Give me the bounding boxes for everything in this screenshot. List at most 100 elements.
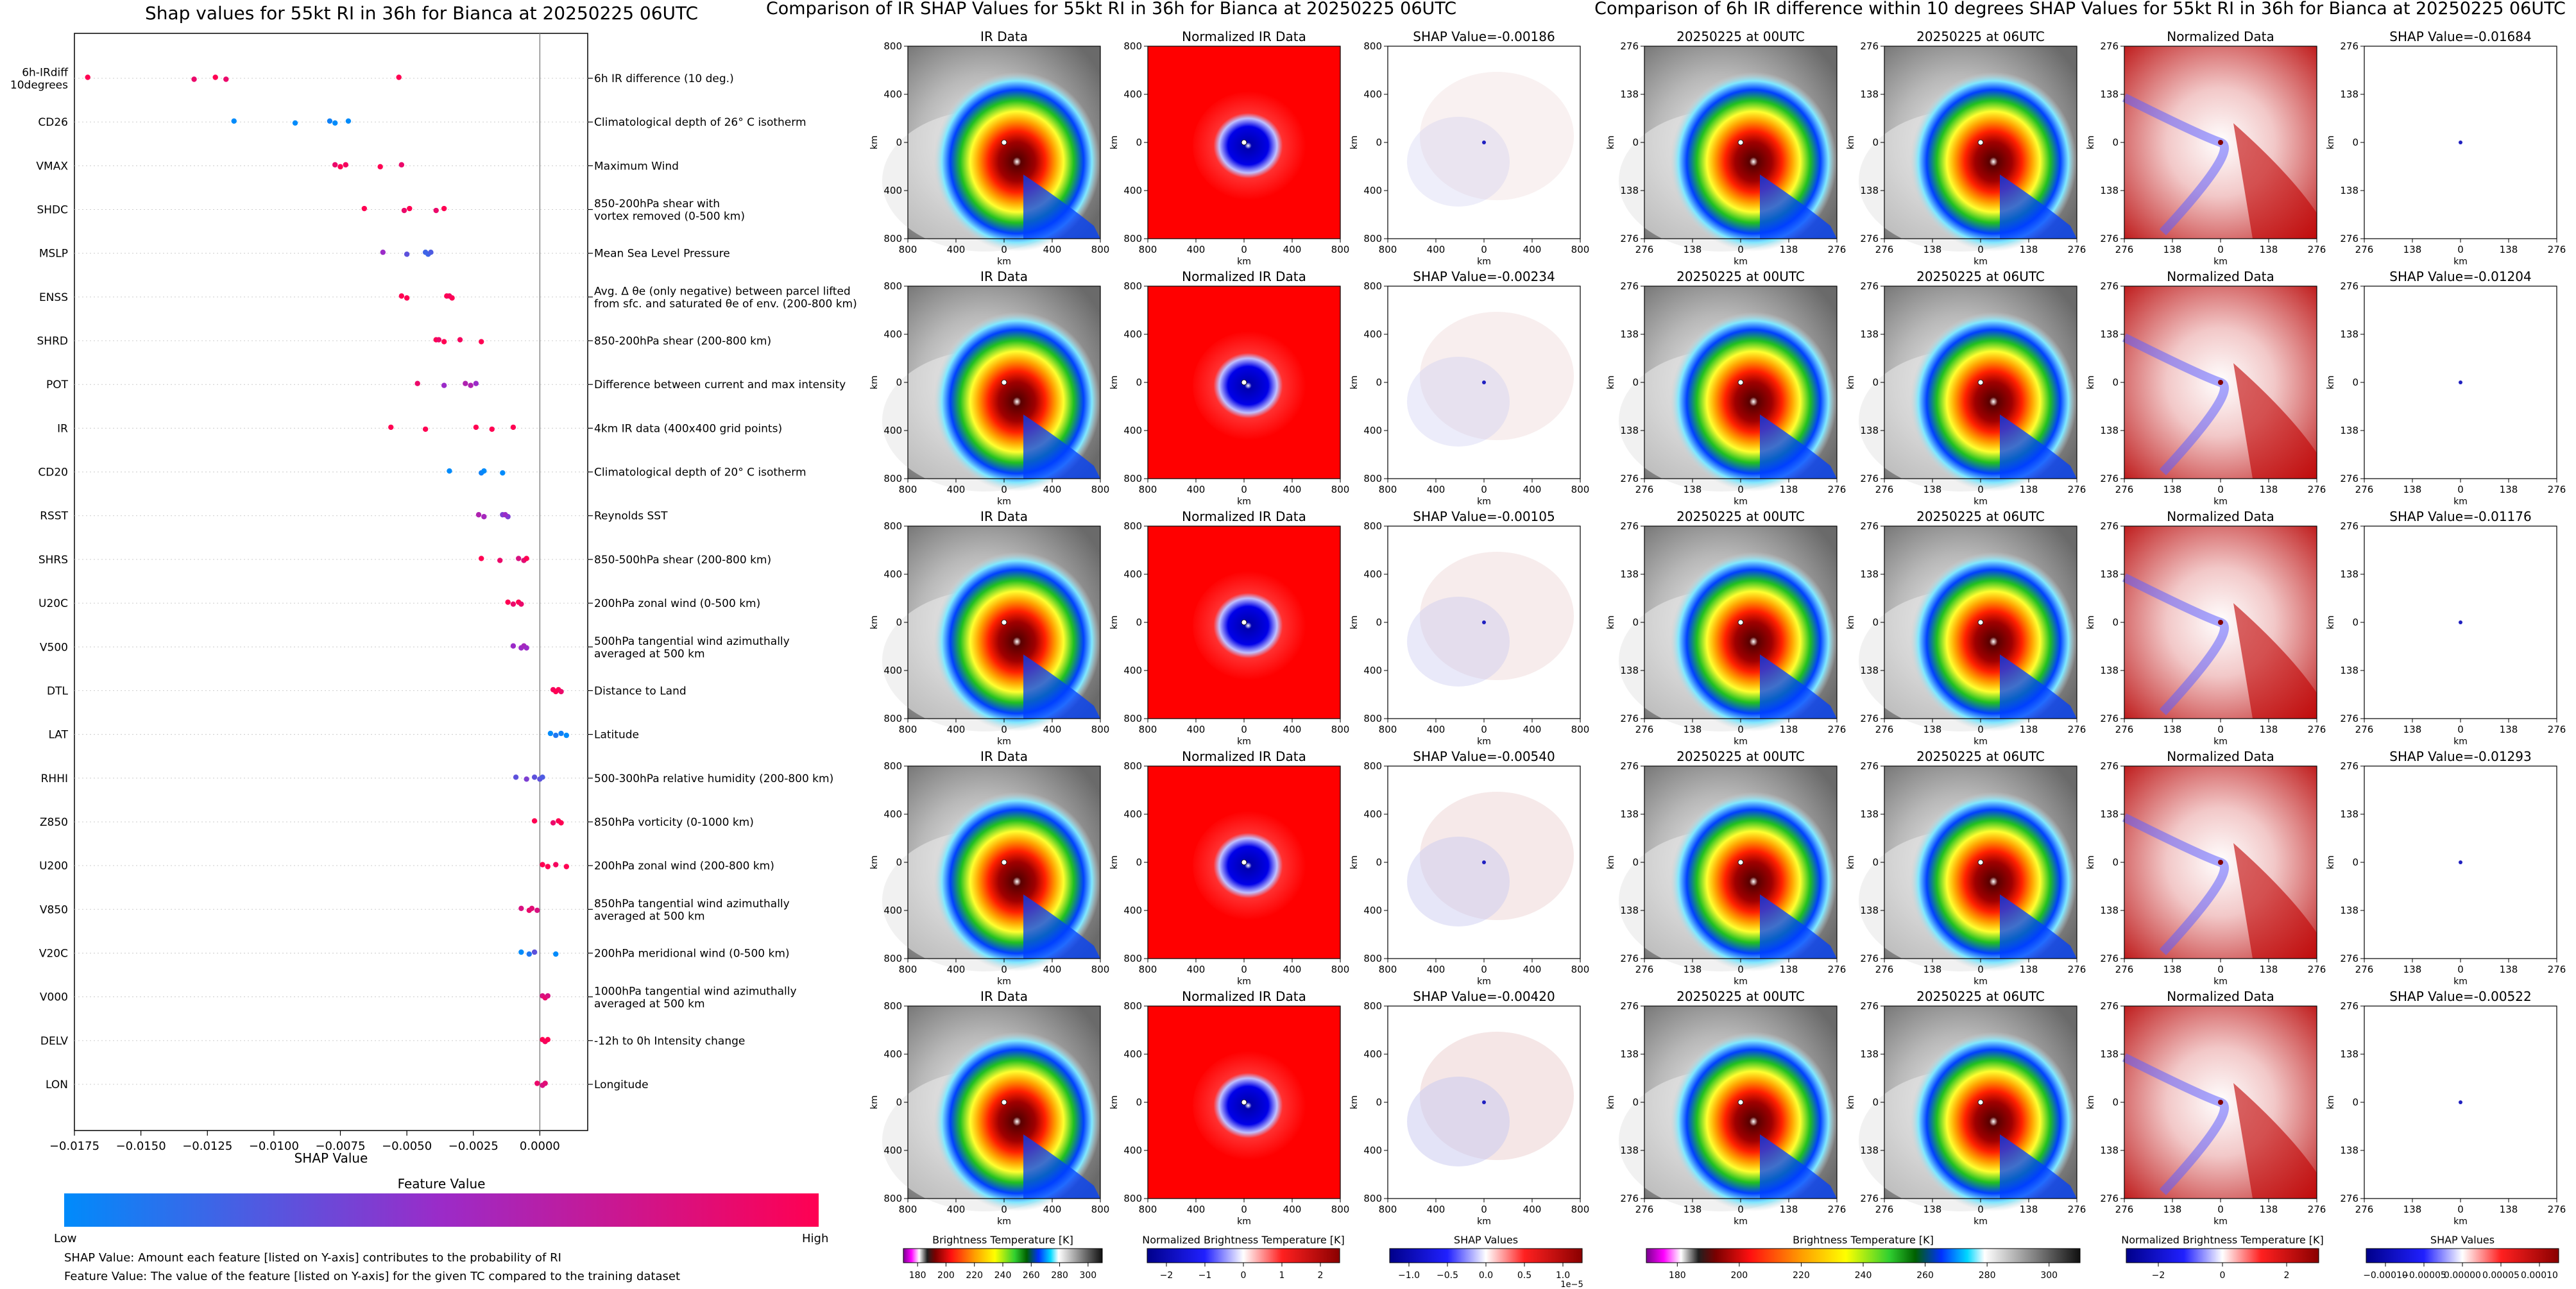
panel-y-label: km — [1109, 375, 1120, 389]
bt-colorbar-tick-label: 300 — [1079, 1270, 1096, 1281]
feature-description: 850-200hPa shear with vortex removed (0-5… — [594, 198, 745, 223]
panel-x-tick-label: 400 — [1427, 1204, 1446, 1215]
irdiff-shap-title: SHAP Value=-0.01176 — [2389, 509, 2531, 524]
panel-x-tick-label: 276 — [1635, 964, 1654, 975]
panel-x-label: km — [1734, 977, 1748, 987]
panel-x-label: km — [1477, 1216, 1491, 1227]
colorbar-high-label: High — [802, 1232, 828, 1245]
bt-colorbar-tick-label: 180 — [909, 1270, 926, 1281]
panel-y-tick-label: 0 — [896, 137, 902, 148]
panel-y-tick-label: 0 — [1376, 1097, 1382, 1108]
panel-y-tick-label: 800 — [1123, 233, 1142, 244]
panel-y-tick-label: 800 — [1363, 1193, 1382, 1204]
panel-x-tick-label: 0 — [2457, 244, 2464, 255]
panel-y-tick-label: 800 — [1123, 1193, 1142, 1204]
shap-positive-area — [1420, 72, 1574, 200]
panel-x-tick-label: 800 — [1139, 724, 1157, 735]
panel-y-tick-label: 800 — [1123, 40, 1142, 52]
panel-x-tick-label: 138 — [1780, 964, 1798, 975]
normalized-storm — [1193, 331, 1308, 440]
diff-warm-area — [2233, 363, 2317, 479]
panel-y-tick-label: 276 — [1860, 953, 1879, 964]
note-shap-value: SHAP Value: Amount each feature [listed … — [64, 1251, 561, 1265]
feature-value-label: Feature Value — [398, 1176, 486, 1191]
panel-x-tick-label: 0 — [1481, 1204, 1487, 1215]
panel-y-tick-label: 138 — [1620, 1145, 1639, 1156]
panel-x-tick-label: 138 — [2020, 1204, 2038, 1215]
panel-y-tick-label: 800 — [1363, 280, 1382, 292]
shap-point — [518, 601, 524, 607]
shap-point — [524, 645, 529, 651]
shap-center-dot — [2459, 860, 2462, 864]
shap-point — [524, 776, 529, 782]
shap-summary-plot: Shap values for 55kt RI in 36h for Bianc… — [10, 3, 857, 1283]
ir-00utc-title: 20250225 at 00UTC — [1676, 749, 1805, 764]
panel-x-tick-label: 400 — [1523, 484, 1542, 495]
panel-x-label: km — [1477, 737, 1491, 747]
normalized-ir-panel: 80080040040000400400800800kmkmNormalized… — [1109, 29, 1349, 267]
outer-band — [2000, 1134, 2077, 1199]
shap-point — [361, 205, 368, 212]
shap-point — [428, 249, 434, 255]
shap-point — [542, 1080, 548, 1086]
shap-negative-area — [1407, 837, 1510, 926]
panel-y-tick-label: 276 — [1620, 40, 1639, 52]
norm-colorbar-tick-label: 0 — [1241, 1270, 1247, 1281]
feature-label-6h-irdiff: 6h-IRdiff 10degrees — [10, 67, 69, 92]
panel-y-tick-label: 138 — [1620, 1048, 1639, 1060]
panel-x-label: km — [1237, 257, 1251, 267]
outer-band — [2000, 414, 2077, 479]
shap-point — [529, 905, 535, 912]
ir-06utc-title: 20250225 at 06UTC — [1916, 269, 2045, 284]
panel-x-tick-label: 138 — [1923, 964, 1942, 975]
panel-x-tick-label: 400 — [1043, 244, 1062, 255]
panel-y-tick-label: 0 — [2112, 377, 2119, 388]
panel-y-tick-label: 276 — [1620, 520, 1639, 532]
shap-point — [332, 120, 338, 126]
panel-y-tick-label: 276 — [1860, 280, 1879, 292]
shap-colorbar-right-tick-label: 0.00005 — [2482, 1270, 2520, 1281]
panel-x-tick-label: 138 — [2163, 484, 2182, 495]
panel-x-tick-label: 138 — [2163, 1204, 2182, 1215]
panel-y-label: km — [2326, 855, 2336, 869]
panel-y-tick-label: 138 — [1620, 185, 1639, 196]
panel-y-tick-label: 0 — [2352, 617, 2358, 628]
panel-y-tick-label: 0 — [1376, 377, 1382, 388]
feature-label-u200: U200 — [39, 860, 68, 873]
panel-x-tick-label: 800 — [1139, 964, 1157, 975]
panel-y-label: km — [1846, 375, 1856, 389]
outer-band — [2000, 654, 2077, 719]
feature-description: 6h IR difference (10 deg.) — [594, 73, 734, 85]
shap-point — [481, 514, 487, 520]
panel-x-tick-label: 800 — [1379, 724, 1397, 735]
shap-colorbar-label: SHAP Values — [1454, 1234, 1518, 1246]
outer-band — [1760, 175, 1837, 239]
panel-y-tick-label: 138 — [1860, 1145, 1879, 1156]
panel-x-tick-label: 0 — [1737, 244, 1744, 255]
shap-colorbar-right-bar — [2366, 1248, 2559, 1263]
panel-y-label: km — [1349, 615, 1360, 629]
panel-x-tick-label: 800 — [899, 484, 917, 495]
panel-y-tick-label: 0 — [1136, 137, 1142, 148]
panel-x-tick-label: 138 — [2163, 724, 2182, 735]
shap-point — [545, 864, 551, 869]
panel-y-tick-label: 800 — [883, 1193, 902, 1204]
panel-x-label: km — [1477, 257, 1491, 267]
panel-x-tick-label: 800 — [899, 724, 917, 735]
panel-x-tick-label: 0 — [1977, 964, 1984, 975]
shap-point — [337, 164, 343, 170]
summary-points — [85, 74, 570, 1088]
panel-y-tick-label: 800 — [883, 1000, 902, 1012]
shap-point — [380, 249, 386, 255]
outer-band — [1023, 654, 1100, 719]
panel-y-tick-label: 276 — [2100, 280, 2119, 292]
panel-y-label: km — [869, 375, 880, 389]
panel-y-tick-label: 800 — [883, 280, 902, 292]
shap-point — [191, 76, 197, 82]
panel-x-tick-label: 0 — [1241, 484, 1247, 495]
panel-x-tick-label: 138 — [2260, 964, 2278, 975]
outer-band — [2000, 894, 2077, 959]
